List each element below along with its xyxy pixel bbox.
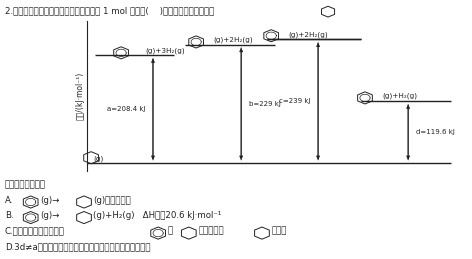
Text: d=119.6 kJ: d=119.6 kJ (416, 129, 455, 135)
Text: 和: 和 (168, 227, 173, 236)
Text: a=208.4 kJ: a=208.4 kJ (107, 106, 145, 112)
Text: c=239 kJ: c=239 kJ (279, 98, 311, 104)
Y-axis label: 能量/(kJ·mol⁻¹): 能量/(kJ·mol⁻¹) (76, 72, 84, 120)
Text: D.3d≠a，可推测苯分子中不存在三个完全独立的碳碳双键: D.3d≠a，可推测苯分子中不存在三个完全独立的碳碳双键 (5, 242, 150, 251)
Text: (g)+H₂(g): (g)+H₂(g) (382, 93, 417, 99)
Text: 放热多: 放热多 (271, 227, 287, 236)
Text: A.: A. (5, 196, 13, 205)
Text: (g)+2H₂(g): (g)+2H₂(g) (288, 31, 328, 38)
Text: 下列叙述错误的是: 下列叙述错误的是 (5, 180, 46, 189)
Text: C.相同状况下，等质量的: C.相同状况下，等质量的 (5, 227, 65, 236)
Text: (g)+3H₂(g): (g)+3H₂(g) (145, 47, 185, 54)
Text: b=229 kJ: b=229 kJ (249, 101, 280, 107)
Text: (g)→: (g)→ (40, 211, 59, 220)
Text: (g)为吸热反应: (g)为吸热反应 (93, 196, 131, 205)
Text: 完全燃烧，: 完全燃烧， (198, 227, 224, 236)
Text: (g)+2H₂(g): (g)+2H₂(g) (213, 37, 253, 43)
Text: (g)→: (g)→ (40, 196, 59, 205)
Text: (g): (g) (93, 155, 103, 162)
Text: B.: B. (5, 211, 13, 220)
Text: (g)+H₂(g)   ΔH＝－20.6 kJ·mol⁻¹: (g)+H₂(g) ΔH＝－20.6 kJ·mol⁻¹ (93, 211, 222, 220)
Text: 2.下列不饱和烃分别与氢气发生反应生成 1 mol 环己烷(    )的能量变化如图所示：: 2.下列不饱和烃分别与氢气发生反应生成 1 mol 环己烷( )的能量变化如图所… (5, 6, 214, 16)
